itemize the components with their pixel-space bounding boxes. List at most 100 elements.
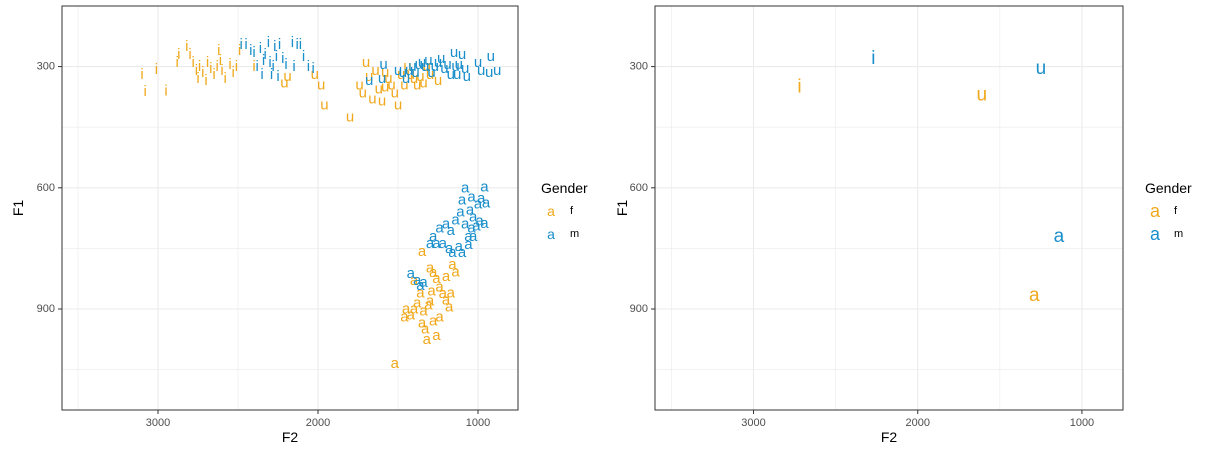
data-point-f-i: i: [228, 56, 231, 73]
data-point-m-a: a: [469, 228, 478, 245]
data-point-m-u: u: [453, 66, 461, 83]
data-point-f-a: a: [426, 259, 435, 276]
y-axis-label: F1: [10, 200, 26, 217]
y-tick-label: 300: [630, 61, 648, 73]
data-point-f-i: i: [204, 72, 207, 89]
data-point-m-a: a: [442, 216, 451, 233]
data-point-m-i: i: [281, 50, 284, 67]
data-point-f-a: a: [447, 284, 456, 301]
data-point-m-i: i: [267, 34, 270, 51]
data-point-m-a: a: [477, 190, 486, 207]
x-tick-label: 2000: [905, 417, 929, 429]
data-point-m-i: i: [278, 36, 281, 53]
data-point-f-a: a: [429, 264, 438, 281]
data-point-m-i: i: [268, 54, 271, 71]
data-point-f-u: u: [280, 74, 288, 91]
data-point-m-u: u: [447, 66, 455, 83]
legend-label-m: m: [570, 228, 579, 240]
data-point-f-i: i: [252, 58, 255, 75]
data-point-m-a: a: [1054, 226, 1065, 247]
data-point-m-a: a: [447, 222, 456, 239]
data-point-f-a: a: [432, 270, 441, 287]
data-point-f-u: u: [403, 58, 411, 75]
data-point-m-a: a: [451, 212, 460, 229]
data-point-f-a: a: [427, 282, 436, 299]
data-point-f-i: i: [224, 70, 227, 87]
data-point-f-i: i: [209, 60, 212, 77]
data-point-m-a: a: [467, 189, 476, 206]
data-point-f-i: i: [219, 52, 222, 69]
data-point-f-a: a: [439, 285, 448, 302]
data-point-m-i: i: [871, 48, 875, 69]
legend-label-f: f: [1174, 205, 1178, 217]
data-point-m-i: i: [312, 60, 315, 77]
data-point-m-i: i: [259, 40, 262, 57]
data-point-m-i: i: [249, 42, 252, 59]
data-point-m-a: a: [429, 228, 438, 245]
data-point-m-u: u: [424, 52, 432, 69]
data-point-m-i: i: [252, 44, 255, 61]
data-point-f-a: a: [435, 278, 444, 295]
panel-border: [654, 5, 1124, 411]
legend-key-f: a: [1150, 201, 1161, 221]
data-point-f-i: i: [797, 76, 801, 97]
data-point-f-u: u: [407, 66, 415, 83]
data-point-m-i: i: [260, 66, 263, 83]
legend: Gender a f a m: [541, 180, 588, 242]
data-point-m-a: a: [426, 235, 435, 252]
data-point-m-u: u: [487, 48, 495, 65]
data-point-f-u: u: [378, 92, 386, 109]
data-point-f-a: a: [442, 268, 451, 285]
data-point-m-a: a: [413, 272, 422, 289]
data-point-f-u: u: [976, 84, 987, 105]
data-point-m-a: a: [456, 204, 465, 221]
data-point-m-u: u: [461, 60, 469, 77]
data-point-m-a: a: [461, 216, 470, 233]
data-point-m-u: u: [437, 50, 445, 67]
data-point-m-i: i: [240, 36, 243, 53]
data-point-f-u: u: [397, 66, 405, 83]
data-point-f-u: u: [410, 70, 418, 87]
data-point-f-u: u: [320, 96, 328, 113]
data-point-m-u: u: [418, 54, 426, 71]
data-point-m-a: a: [461, 179, 470, 196]
data-point-f-u: u: [434, 72, 442, 89]
data-point-f-i: i: [192, 54, 195, 71]
data-point-f-u: u: [362, 54, 370, 71]
data-point-f-u: u: [419, 74, 427, 91]
data-point-m-a: a: [445, 240, 454, 257]
data-point-f-a: a: [423, 331, 432, 348]
data-point-f-a: a: [419, 303, 428, 320]
data-point-f-i: i: [212, 66, 215, 83]
data-point-m-a: a: [439, 235, 448, 252]
legend-title: Gender: [1145, 180, 1192, 196]
data-point-m-a: a: [416, 277, 425, 294]
data-point-m-a: a: [472, 218, 481, 235]
data-point-f-u: u: [400, 76, 408, 93]
data-point-f-u: u: [365, 68, 373, 85]
data-point-f-u: u: [371, 62, 379, 79]
chart-right: i u a i u a 3000 2000 1000 300 600 900 F2 F1 Gender a f a…: [614, 5, 1192, 445]
data-point-m-a: a: [480, 178, 489, 195]
data-point-m-i: i: [270, 66, 273, 83]
data-point-f-u: u: [283, 68, 291, 85]
data-point-f-i: i: [185, 38, 188, 55]
data-point-m-u: u: [415, 56, 423, 73]
data-point-f-a: a: [416, 284, 425, 301]
data-point-m-i: i: [272, 58, 275, 75]
data-point-f-i: i: [220, 62, 223, 79]
panel-background: [62, 6, 518, 410]
data-point-f-a: a: [402, 301, 411, 318]
data-point-m-a: a: [455, 238, 464, 255]
data-point-m-u: u: [443, 56, 451, 73]
data-point-f-a: a: [426, 292, 435, 309]
data-point-m-a: a: [458, 244, 467, 261]
legend-label-m: m: [1174, 228, 1183, 240]
data-point-f-a: a: [418, 243, 427, 260]
data-point-m-u: u: [1036, 58, 1047, 79]
y-axis-label: F1: [614, 200, 630, 217]
legend-label-f: f: [570, 205, 574, 217]
data-point-f-i: i: [188, 46, 191, 63]
panel-border: [61, 5, 519, 411]
data-point-m-u: u: [493, 62, 501, 79]
